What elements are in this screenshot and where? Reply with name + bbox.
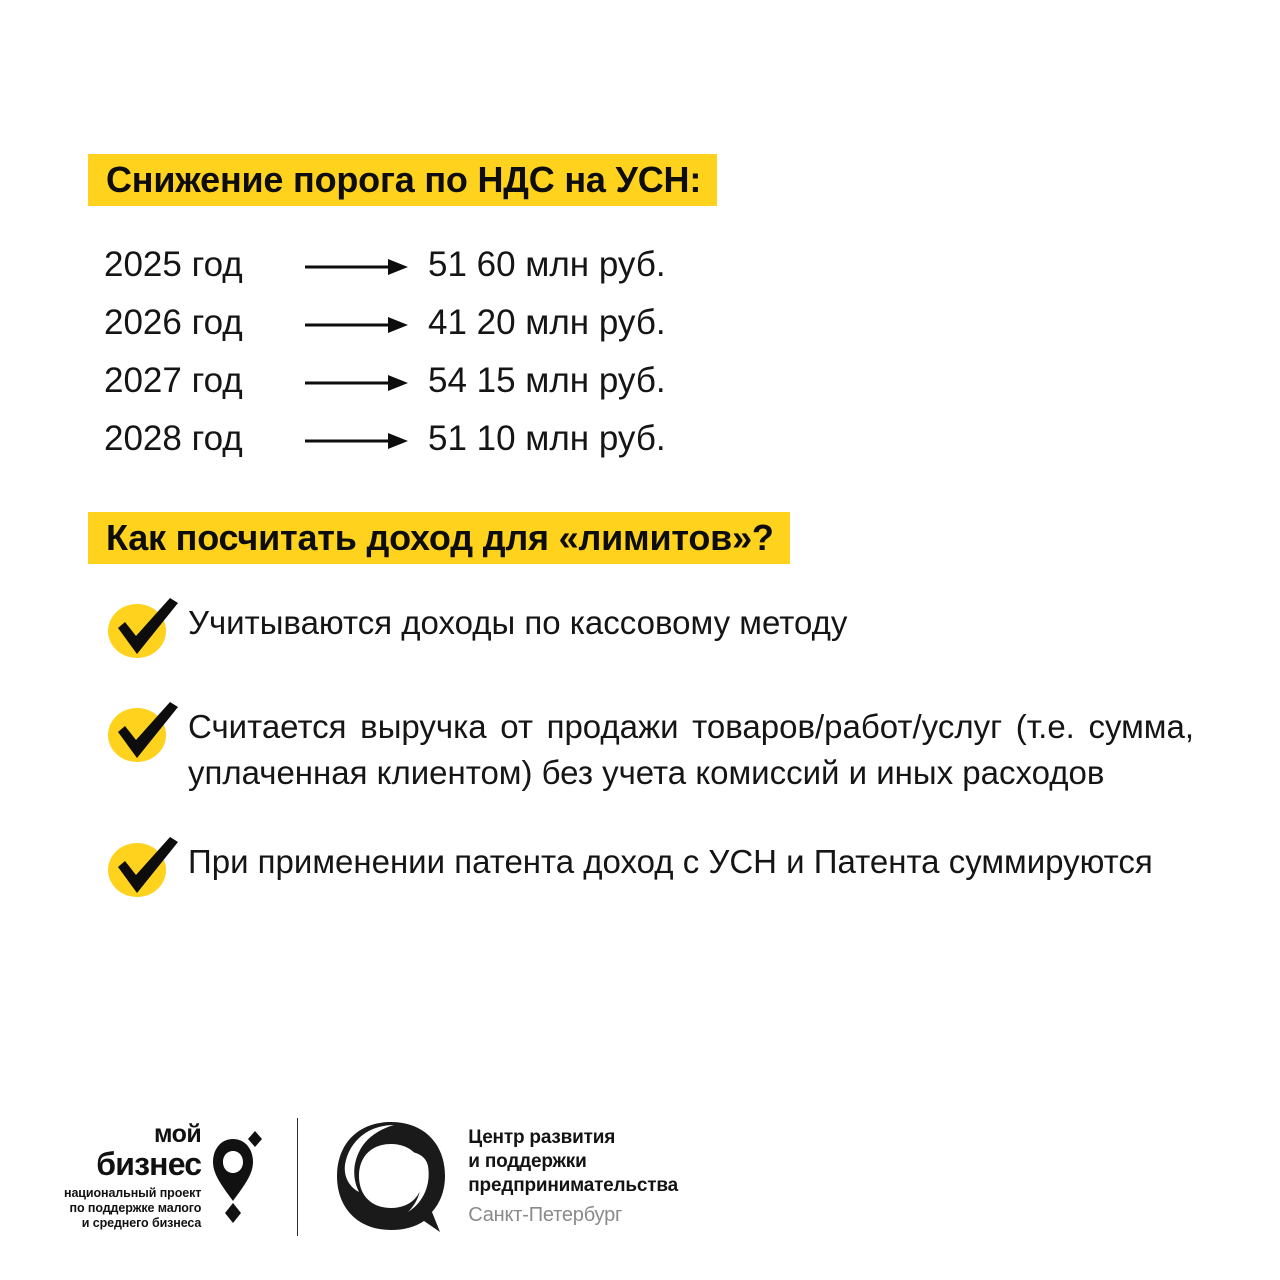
rocket-pin-icon: [211, 1131, 263, 1223]
center-logo: Центр развития и поддержки предпринимате…: [332, 1118, 678, 1236]
my-business-word-top: мой: [153, 1119, 202, 1148]
table-row: 2028 год 51 10 млн руб.: [104, 410, 804, 468]
arrow-right-icon: [304, 369, 428, 393]
table-row: 2025 год 51 60 млн руб.: [104, 236, 804, 294]
list-item-label: При применении патента доход с УСН и Пат…: [188, 843, 1153, 881]
my-business-tagline-line3: и среднего бизнеса: [81, 1216, 202, 1230]
my-business-wordmark: мой бизнес национальный проект по поддер…: [64, 1119, 202, 1232]
threshold-value: 41 20 млн руб.: [428, 303, 666, 342]
threshold-value: 54 15 млн руб.: [428, 361, 666, 400]
arrow-right-icon: [304, 253, 428, 277]
center-logo-text: Центр развития и поддержки предпринимате…: [468, 1126, 678, 1228]
footer: мой бизнес национальный проект по поддер…: [0, 1102, 1280, 1252]
threshold-year: 2025 год: [104, 245, 243, 284]
threshold-value: 51 10 млн руб.: [428, 419, 666, 458]
list-item: Считается выручка от продажи товаров/раб…: [104, 700, 1194, 795]
list-item-label: Считается выручка от продажи товаров/раб…: [188, 708, 1194, 791]
list-item-label: Учитываются доходы по кассовому методу: [188, 604, 848, 641]
footer-divider: [297, 1118, 299, 1236]
threshold-year: 2028 год: [104, 419, 243, 458]
my-business-word-bottom: бизнес: [96, 1145, 202, 1182]
center-logo-line1: Центр развития: [468, 1127, 616, 1149]
vat-threshold-list: 2025 год 51 60 млн руб. 2026 год 41 20 м…: [104, 236, 804, 468]
threshold-year: 2027 год: [104, 361, 243, 400]
list-item: Учитываются доходы по кассовому методу: [104, 596, 1194, 660]
income-calc-bullet-list: Учитываются доходы по кассовому методу С…: [104, 596, 1194, 939]
arrow-right-icon: [304, 427, 428, 451]
center-logo-line2: и поддержки: [468, 1151, 587, 1173]
income-calc-heading-banner: Как посчитать доход для «лимитов»?: [88, 512, 790, 564]
threshold-year: 2026 год: [104, 303, 243, 342]
vat-threshold-heading-text: Снижение порога по НДС на УСН:: [106, 159, 702, 200]
center-logo-line3: предпринимательства: [468, 1174, 678, 1196]
vat-threshold-heading-banner: Снижение порога по НДС на УСН:: [88, 154, 718, 206]
table-row: 2026 год 41 20 млн руб.: [104, 294, 804, 352]
check-mark-icon: [104, 837, 182, 899]
my-business-tagline-line1: национальный проект: [64, 1185, 202, 1200]
check-mark-icon: [104, 702, 182, 764]
center-logo-city: Санкт-Петербург: [468, 1203, 623, 1226]
my-business-logo: мой бизнес национальный проект по поддер…: [64, 1119, 263, 1232]
threshold-value: 51 60 млн руб.: [428, 245, 666, 284]
table-row: 2027 год 54 15 млн руб.: [104, 352, 804, 410]
arrow-right-icon: [304, 311, 428, 335]
income-calc-heading-text: Как посчитать доход для «лимитов»?: [106, 517, 774, 558]
list-item: При применении патента доход с УСН и Пат…: [104, 835, 1194, 899]
check-mark-icon: [104, 598, 182, 660]
my-business-tagline-line2: по поддержке малого: [69, 1200, 202, 1215]
speech-bubble-q-icon: [332, 1118, 450, 1236]
my-business-tagline: национальный проект по поддержке малого …: [64, 1186, 201, 1232]
